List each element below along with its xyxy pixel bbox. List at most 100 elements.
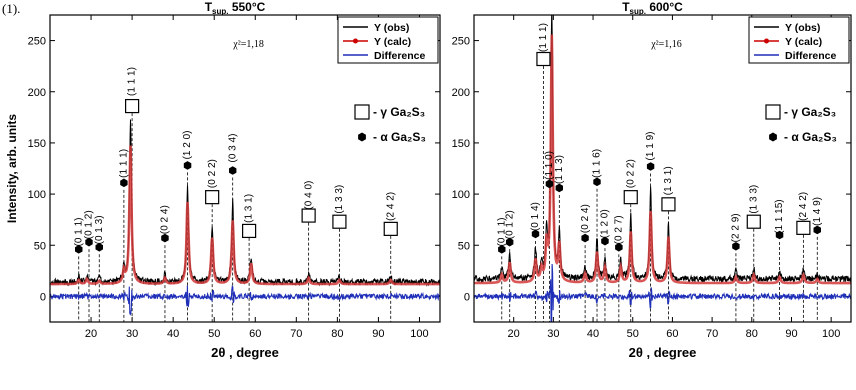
hkl-label: (0 2 2) xyxy=(207,159,218,188)
hkl-label: (1 1 6) xyxy=(592,149,603,178)
hkl-label: (1 3 1) xyxy=(663,166,674,195)
x-axis-label: 2θ , degree xyxy=(211,345,279,360)
hkl-label: (0 1 1) xyxy=(73,217,84,246)
hkl-label: (2 4 2) xyxy=(798,192,809,221)
hkl-label: (1 1 1) xyxy=(538,23,549,52)
hexagon-marker xyxy=(229,166,237,175)
x-tick-label: 20 xyxy=(85,328,97,340)
figure-label: (1). xyxy=(2,1,20,16)
hkl-label: (0 2 7) xyxy=(613,215,624,244)
hexagon-marker xyxy=(498,245,506,254)
hexagon-marker xyxy=(732,242,740,251)
square-marker xyxy=(205,190,220,205)
y-tick-label: 100 xyxy=(28,189,46,201)
legend-label: Difference xyxy=(374,50,426,62)
hexagon-marker xyxy=(813,225,821,235)
hexagon-marker xyxy=(601,236,609,246)
square-marker xyxy=(125,98,140,114)
x-tick-label: 60 xyxy=(666,328,678,340)
y-tick-label: 250 xyxy=(452,36,470,48)
hkl-label: (1 3 3) xyxy=(334,185,345,214)
square-marker xyxy=(536,51,551,67)
hexagon-marker xyxy=(161,233,169,243)
hexagon-marker xyxy=(615,243,623,252)
legend-label: Difference xyxy=(785,50,837,62)
x-tick-label: 60 xyxy=(249,328,261,340)
hkl-label: (0 1 4) xyxy=(530,202,541,231)
x-tick-label: 40 xyxy=(587,328,599,340)
legend: Y (obs) Y (calc) Difference xyxy=(748,16,850,64)
phase-legend-square xyxy=(354,104,370,120)
hexagon-marker xyxy=(183,161,192,170)
hkl-label: (1 1 9) xyxy=(645,132,656,161)
x-tick-label: 40 xyxy=(167,328,179,340)
hkl-label: (0 3 4) xyxy=(227,134,238,163)
chi-square-label: χ²=1,16 xyxy=(650,39,682,50)
square-marker xyxy=(796,220,811,235)
hkl-label: (0 1 2) xyxy=(504,210,515,239)
xrd-panel-1: 20 30 40 50 60 70 80 90 100 0 50 100 150 200 250 (0 1 1… xyxy=(5,0,441,360)
x-tick-label: 70 xyxy=(706,328,718,340)
legend-label: Y (calc) xyxy=(374,36,411,48)
square-marker xyxy=(746,214,761,229)
hkl-label: (1 3 1) xyxy=(244,194,255,223)
square-marker xyxy=(623,190,638,205)
plot-frame xyxy=(49,14,441,323)
hexagon-marker xyxy=(506,237,514,247)
hkl-label: (0 1 2) xyxy=(84,210,95,239)
x-tick-label: 50 xyxy=(208,328,220,340)
hkl-label: (2 2 9) xyxy=(731,213,742,242)
legend-label: Y (obs) xyxy=(374,22,409,34)
hexagon-marker xyxy=(593,177,601,187)
hexagon-marker xyxy=(120,178,128,188)
x-tick-label: 80 xyxy=(746,328,758,340)
y-tick-label: 50 xyxy=(458,240,470,252)
square-marker xyxy=(301,208,316,223)
legend-swatch-dot xyxy=(353,38,358,44)
hkl-label: (1 1 1) xyxy=(119,149,130,178)
difference-curve xyxy=(474,263,851,322)
hexagon-marker xyxy=(95,243,103,252)
hkl-label: (1 1 3) xyxy=(554,155,565,184)
hkl-label: (0 2 4) xyxy=(160,205,171,234)
x-tick-label: 70 xyxy=(290,328,302,340)
phase-legend-hexagon xyxy=(769,132,777,142)
hexagon-marker xyxy=(531,229,540,239)
hkl-label: (0 1 3) xyxy=(94,215,105,244)
square-marker xyxy=(242,223,257,239)
hexagon-marker xyxy=(646,162,655,171)
phase-legend-label: - α Ga₂S₃ xyxy=(784,130,837,144)
hkl-label: (0 2 4) xyxy=(580,204,591,233)
phase-legend-label: - γ Ga₂S₃ xyxy=(784,105,836,119)
y-tick-label: 50 xyxy=(34,240,46,252)
chart-title: Tsup. 550°C xyxy=(205,0,266,16)
y-tick-label: 200 xyxy=(28,87,46,99)
phase-legend-label: - γ Ga₂S₃ xyxy=(373,105,425,119)
square-marker xyxy=(661,197,676,212)
phase-legend-label: - α Ga₂S₃ xyxy=(373,130,426,144)
x-tick-label: 100 xyxy=(410,328,428,340)
hkl-label: (1 2 0) xyxy=(600,209,611,238)
x-tick-label: 30 xyxy=(547,328,559,340)
hkl-label: (1 2 0) xyxy=(182,131,193,160)
hexagon-marker xyxy=(775,230,784,240)
plot-area xyxy=(50,119,440,316)
x-tick-label: 30 xyxy=(126,328,138,340)
x-tick-label: 90 xyxy=(785,328,797,340)
calculated-curve xyxy=(474,34,851,285)
hkl-label: (0 2 2) xyxy=(625,159,636,188)
y-axis-label: Intensity, arb. units xyxy=(5,114,19,223)
square-marker xyxy=(332,214,347,229)
y-tick-label: 150 xyxy=(28,138,46,150)
hexagon-marker xyxy=(75,245,83,254)
hkl-label: (1 4 9) xyxy=(812,197,823,226)
x-tick-label: 80 xyxy=(331,328,343,340)
y-tick-label: 0 xyxy=(40,291,46,303)
xrd-panel-2: 20 30 40 50 60 70 80 90 100 0 50 100 150 200 250 (0 1 1… xyxy=(452,0,852,360)
x-tick-label: 90 xyxy=(372,328,384,340)
x-tick-label: 20 xyxy=(508,328,520,340)
hkl-label: (0 4 0) xyxy=(303,181,314,210)
phase-legend-hexagon xyxy=(358,132,366,142)
square-marker xyxy=(383,221,398,236)
